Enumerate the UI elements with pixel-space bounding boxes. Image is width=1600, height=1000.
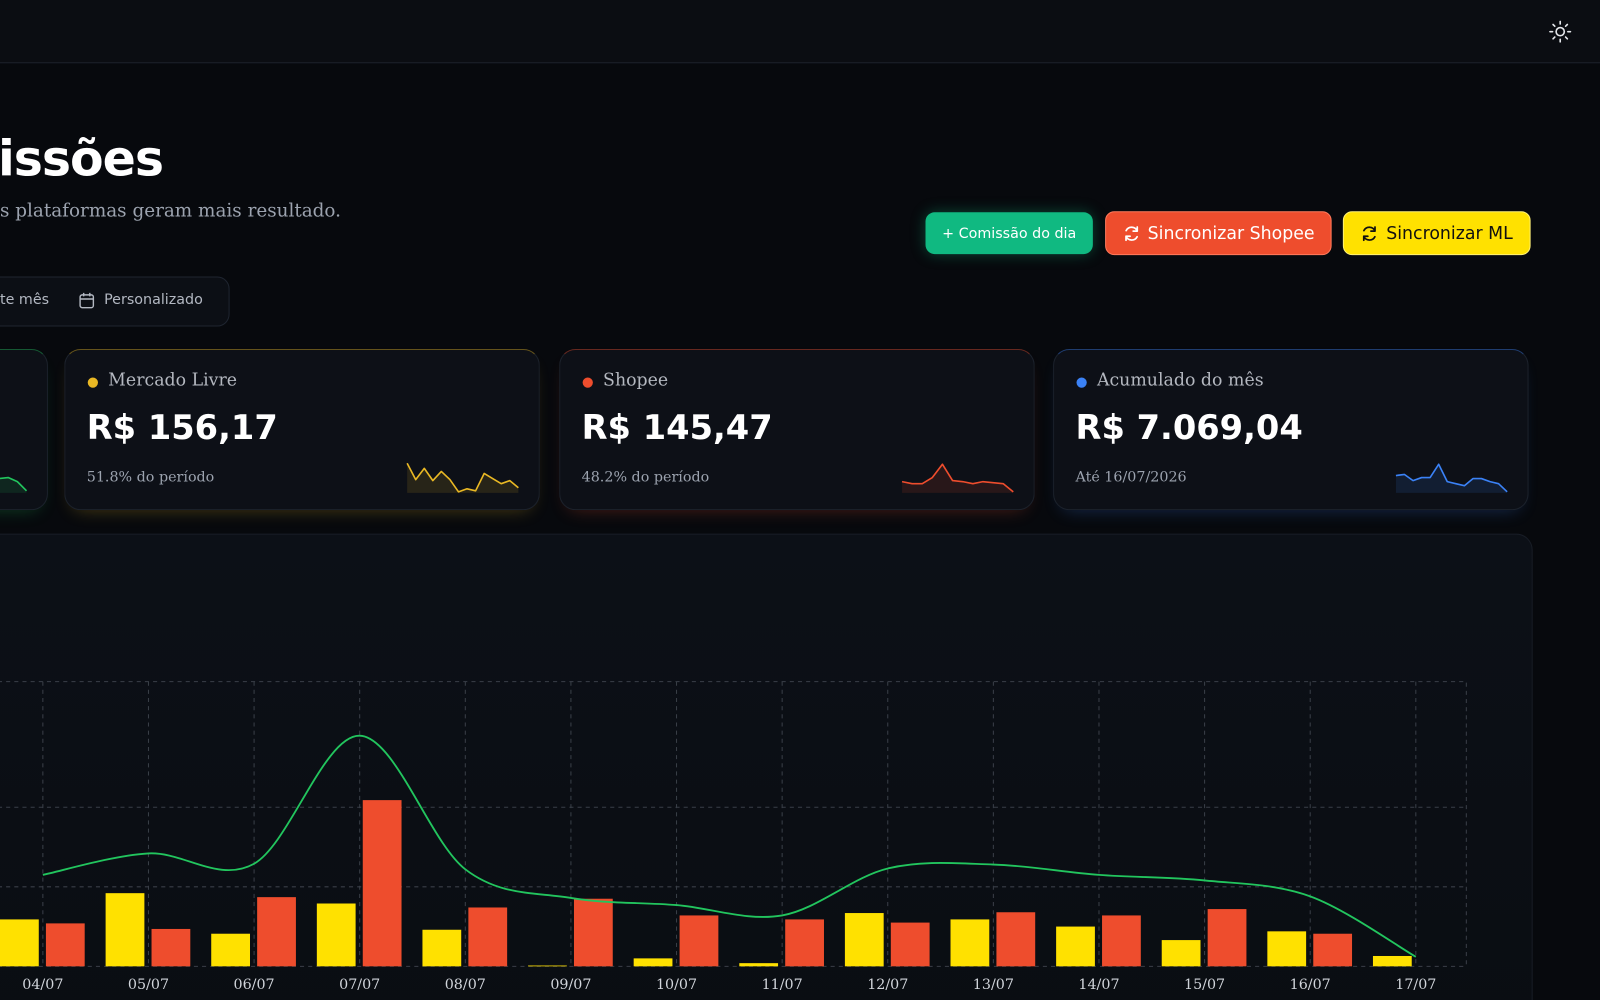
bar bbox=[1056, 926, 1095, 967]
sync-shopee-button[interactable]: Sincronizar Shopee bbox=[1105, 211, 1332, 256]
bar bbox=[0, 919, 39, 967]
bar bbox=[950, 919, 990, 967]
bar bbox=[785, 919, 824, 967]
sparkline bbox=[406, 462, 519, 493]
sparkline-area bbox=[902, 464, 1014, 493]
sparkline-line bbox=[0, 476, 28, 492]
card-value: R$ 7.069,04 bbox=[1075, 407, 1303, 447]
x-tick-label: 15/07 bbox=[1184, 977, 1225, 993]
bar bbox=[151, 928, 191, 967]
bar bbox=[1207, 909, 1247, 967]
top-bar bbox=[0, 0, 1600, 64]
x-tick-label: 17/07 bbox=[1395, 977, 1436, 993]
button-label: + Comissão do dia bbox=[942, 224, 1077, 242]
x-tick-label: 08/07 bbox=[445, 977, 486, 993]
x-tick-label: 12/07 bbox=[867, 977, 908, 993]
sparkline bbox=[1395, 463, 1508, 493]
bar bbox=[633, 958, 673, 967]
x-tick-label: 13/07 bbox=[973, 977, 1014, 993]
calendar-icon bbox=[79, 292, 95, 309]
bar bbox=[1161, 940, 1201, 967]
summary-card: Acumulado do mês R$ 7.069,04 Até 16/07/202… bbox=[1053, 348, 1529, 511]
x-tick-label: 07/07 bbox=[339, 977, 380, 993]
filter-option[interactable]: Personalizado bbox=[104, 291, 203, 309]
card-value: R$ 156,17 bbox=[86, 407, 278, 447]
theme-toggle[interactable] bbox=[1547, 18, 1574, 45]
bar bbox=[573, 898, 613, 967]
x-tick-label: 04/07 bbox=[22, 977, 63, 993]
card-dot bbox=[87, 377, 98, 388]
bar bbox=[1102, 915, 1141, 967]
sparkline-area bbox=[1395, 464, 1508, 493]
bar bbox=[996, 912, 1036, 967]
x-tick-label: 14/07 bbox=[1078, 977, 1119, 993]
bar bbox=[679, 915, 719, 967]
x-tick-label: 10/07 bbox=[656, 977, 697, 993]
bar bbox=[890, 922, 930, 967]
sparkline bbox=[0, 476, 28, 493]
plot-frame bbox=[0, 681, 1467, 967]
bar bbox=[1313, 933, 1353, 967]
x-tick-label: 11/07 bbox=[762, 977, 803, 993]
button-label: Sincronizar ML bbox=[1386, 222, 1513, 244]
summary-card bbox=[0, 348, 48, 511]
page-subtitle: s plataformas geram mais resultado. bbox=[0, 199, 342, 222]
card-dot bbox=[582, 377, 593, 388]
sync-icon bbox=[1363, 225, 1377, 241]
card-label: Shopee bbox=[603, 370, 669, 391]
bar bbox=[105, 893, 145, 967]
period-filter bbox=[0, 276, 230, 327]
x-tick-label: 06/07 bbox=[234, 977, 275, 993]
sparkline-line bbox=[406, 462, 519, 493]
card-label: Mercado Livre bbox=[108, 370, 238, 391]
bar bbox=[422, 929, 462, 967]
bar bbox=[316, 903, 356, 967]
card-dot bbox=[1076, 377, 1087, 388]
page-title: issões bbox=[0, 130, 164, 188]
bar bbox=[257, 897, 296, 967]
summary-card: Mercado Livre R$ 156,17 51.8% do período bbox=[64, 348, 540, 511]
card-note: 48.2% do período bbox=[581, 469, 710, 486]
sparkline-area bbox=[407, 463, 519, 493]
sparkline-line bbox=[901, 463, 1014, 493]
card-note: Até 16/07/2026 bbox=[1075, 469, 1187, 486]
bar bbox=[844, 913, 884, 967]
card-note: 51.8% do período bbox=[86, 469, 215, 486]
filter-option[interactable]: te mês bbox=[0, 291, 50, 309]
bar bbox=[45, 923, 85, 967]
add-commission-button[interactable]: + Comissão do dia bbox=[925, 212, 1093, 255]
x-tick-label: 16/07 bbox=[1290, 977, 1331, 993]
bar bbox=[528, 965, 567, 967]
card-label: Acumulado do mês bbox=[1096, 370, 1264, 391]
sparkline-area bbox=[0, 477, 27, 493]
bar bbox=[1372, 955, 1412, 967]
sync-ml-button[interactable]: Sincronizar ML bbox=[1342, 211, 1531, 256]
bar bbox=[739, 963, 779, 967]
bar bbox=[211, 933, 250, 967]
sync-icon bbox=[1124, 225, 1138, 241]
button-label: Sincronizar Shopee bbox=[1147, 222, 1315, 244]
x-tick-label: 05/07 bbox=[128, 977, 169, 993]
sparkline bbox=[901, 463, 1014, 493]
chart-panel bbox=[0, 533, 1533, 1000]
card-value: R$ 145,47 bbox=[581, 407, 773, 447]
bar bbox=[1267, 931, 1307, 967]
line-series bbox=[42, 734, 1417, 958]
bar bbox=[468, 907, 508, 967]
x-tick-label: 09/07 bbox=[550, 977, 591, 993]
summary-card: Shopee R$ 145,47 48.2% do período bbox=[559, 348, 1035, 511]
sparkline-line bbox=[1395, 463, 1508, 493]
bar bbox=[362, 800, 402, 967]
